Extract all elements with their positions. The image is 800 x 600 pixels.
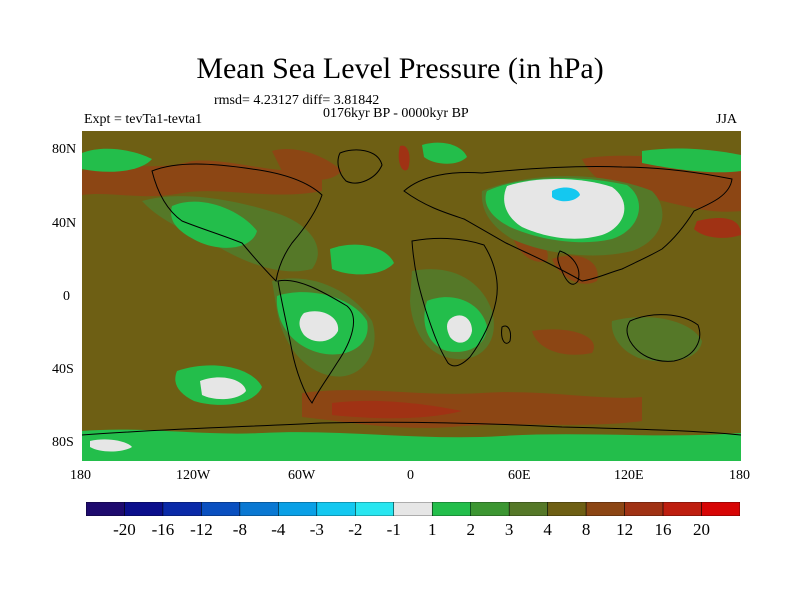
period-text: 0176kyr BP - 0000kyr BP (323, 106, 469, 121)
colorbar-cell (431, 502, 471, 516)
x-tick-180w: 180 (70, 468, 91, 483)
green-zone-arctic (82, 148, 152, 172)
colorbar-cell (585, 502, 625, 516)
chart-title: Mean Sea Level Pressure (in hPa) (196, 52, 604, 85)
colorbar-cell (547, 502, 587, 516)
colorbar-cell (393, 502, 433, 516)
colorbar-cell (316, 502, 356, 516)
colorbar-cell (86, 502, 125, 516)
coast-south-america (277, 279, 355, 404)
colorbar-label: 16 (654, 520, 672, 539)
green-zone-canada (171, 201, 257, 248)
y-tick-80n: 80N (52, 142, 77, 157)
y-tick-40n: 40N (52, 216, 77, 231)
colorbar-label: -1 (386, 520, 401, 539)
coast-greenland (337, 149, 383, 184)
colorbar-cell (162, 502, 202, 516)
green-zone-arctic-east (642, 148, 741, 173)
y-tick-80s: 80S (52, 435, 74, 450)
y-tick-40s: 40S (52, 362, 74, 377)
colorbar-label: 20 (693, 520, 711, 539)
coast-africa (411, 237, 498, 367)
colorbar-label: 1 (427, 520, 437, 539)
brown-zone-southern-ocean (302, 390, 642, 428)
colorbar-label: 8 (581, 520, 591, 539)
colorbar (86, 502, 740, 516)
colorbar-cell (701, 502, 740, 516)
white-zone-asia (504, 178, 625, 239)
season-label: JJA (716, 112, 738, 127)
white-zone-south-africa (447, 315, 472, 343)
colorbar-cell (508, 502, 548, 516)
y-tick-0: 0 (63, 289, 70, 304)
white-zone-south-pacific (200, 377, 246, 400)
colorbar-label: -16 (151, 520, 175, 539)
colorbar-label: 4 (543, 520, 552, 539)
white-zone-brazil (299, 311, 339, 342)
colorbar-label: 2 (466, 520, 475, 539)
red-zone-barents (398, 145, 410, 171)
x-tick-180e: 180 (729, 468, 750, 483)
x-tick-60e: 60E (508, 468, 531, 483)
x-tick-120e: 120E (614, 468, 644, 483)
colorbar-label: -3 (309, 520, 324, 539)
coast-madagascar (501, 325, 511, 344)
olive-zone-australia (611, 317, 702, 362)
red-zone-northwest-pacific (694, 217, 741, 238)
green-zone-greenland (422, 142, 467, 164)
white-zone-antarctic (90, 439, 132, 452)
coast-north-america (151, 163, 323, 283)
colorbar-label: 3 (504, 520, 514, 539)
red-zone-southern-ocean (332, 400, 462, 419)
colorbar-label: -12 (190, 520, 213, 539)
x-tick-120w: 120W (176, 468, 211, 483)
x-tick-0: 0 (407, 468, 414, 483)
experiment-label: Expt = tevTa1-tevta1 (84, 112, 203, 127)
colorbar-cell (201, 502, 241, 516)
colorbar-cell (355, 502, 395, 516)
colorbar-cell (239, 502, 279, 516)
colorbar-label: 12 (616, 520, 634, 539)
colorbar-cell (124, 502, 164, 516)
colorbar-cell (624, 502, 664, 516)
cyan-zone-asia (552, 187, 580, 202)
map-frame (82, 131, 741, 461)
brown-zone-northpacific (82, 160, 322, 197)
colorbar-label: -8 (232, 520, 247, 539)
stats-text: rmsd= 4.23127 diff= 3.81842 (214, 93, 380, 108)
colorbar-cell (278, 502, 318, 516)
colorbar-label: -2 (348, 520, 363, 539)
brown-zone-india (552, 255, 598, 284)
green-zone-antarctica (82, 429, 741, 461)
coast-eurasia (403, 165, 733, 282)
coastlines (82, 149, 741, 436)
coast-australia (626, 314, 701, 362)
colorbar-label: -4 (271, 520, 286, 539)
colorbar-cell (470, 502, 510, 516)
colorbar-label: -20 (113, 520, 136, 539)
x-tick-60w: 60W (288, 468, 316, 483)
coast-antarctica (82, 421, 741, 436)
pressure-map (82, 131, 741, 461)
brown-zone-south-indian (532, 329, 594, 355)
coast-india (557, 250, 580, 285)
green-zone-north-atlantic (330, 244, 394, 275)
colorbar-cell (662, 502, 702, 516)
brown-zone-arctic (272, 149, 342, 180)
